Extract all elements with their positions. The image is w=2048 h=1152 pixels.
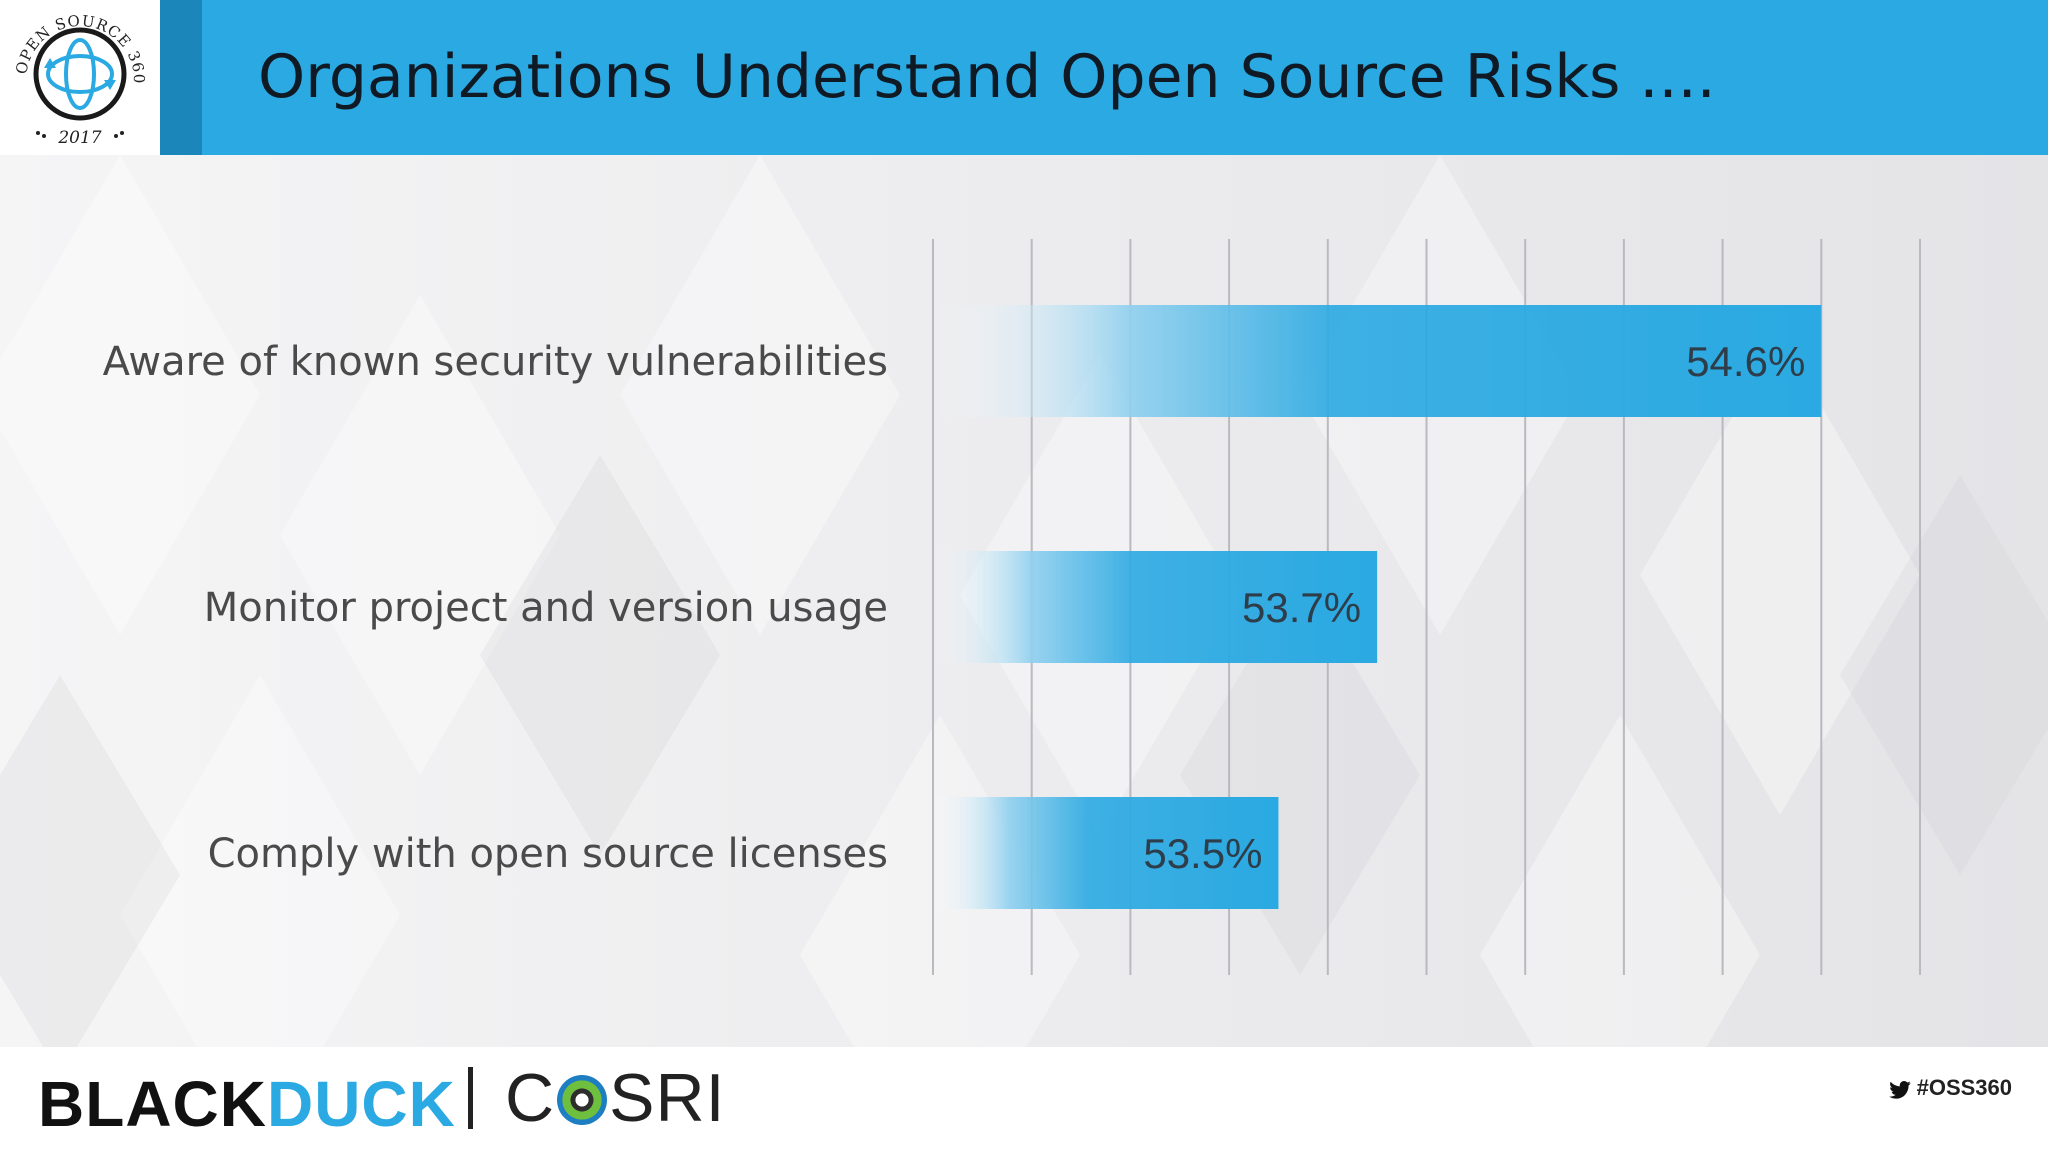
value-label-3: 53.5% [1143,830,1262,877]
logo-year: 2017 [57,128,101,148]
hashtag-text: #OSS360 [1916,1075,2012,1100]
blackduck-logo-blue: DUCK [266,1068,456,1140]
blackduck-logo-black: BLACK [38,1068,267,1140]
bar-chart: Aware of known security vulnerabilities 5… [0,155,2048,1047]
cosri-logo-c: C [505,1060,556,1136]
survey-logo: OPEN SOURCE 360° SURVEY 2017 [0,0,160,155]
brand-separator [468,1067,473,1129]
bar-2 [933,551,1378,663]
header-accent-stripe [160,0,202,155]
twitter-hashtag[interactable]: #OSS360 [1888,1075,2012,1101]
bar-chart-svg: Aware of known security vulnerabilities 5… [103,239,1921,975]
cosri-logo-sri: SRI [609,1060,726,1136]
value-label-1: 54.6% [1686,338,1805,385]
category-label-3: Comply with open source licenses [208,831,888,877]
cosri-eye-icon [557,1075,608,1125]
slide-title: Organizations Understand Open Source Ris… [258,42,1716,112]
category-label-2: Monitor project and version usage [204,585,888,631]
twitter-bird-icon [1888,1081,1911,1099]
bar-3 [933,797,1279,909]
cosri-logo: C SRI [505,1059,725,1137]
blackduck-logo: BLACKDUCK [38,1067,456,1141]
slide-footer: BLACKDUCK C SRI #OSS360 [0,1047,2048,1152]
value-label-2: 53.7% [1242,584,1361,631]
bar-1 [933,305,1822,417]
survey-logo-icon: OPEN SOURCE 360° SURVEY 2017 [0,0,147,148]
slide-header: OPEN SOURCE 360° SURVEY 2017 Organizatio… [0,0,2048,155]
category-label-1: Aware of known security vulnerabilities [103,339,888,385]
